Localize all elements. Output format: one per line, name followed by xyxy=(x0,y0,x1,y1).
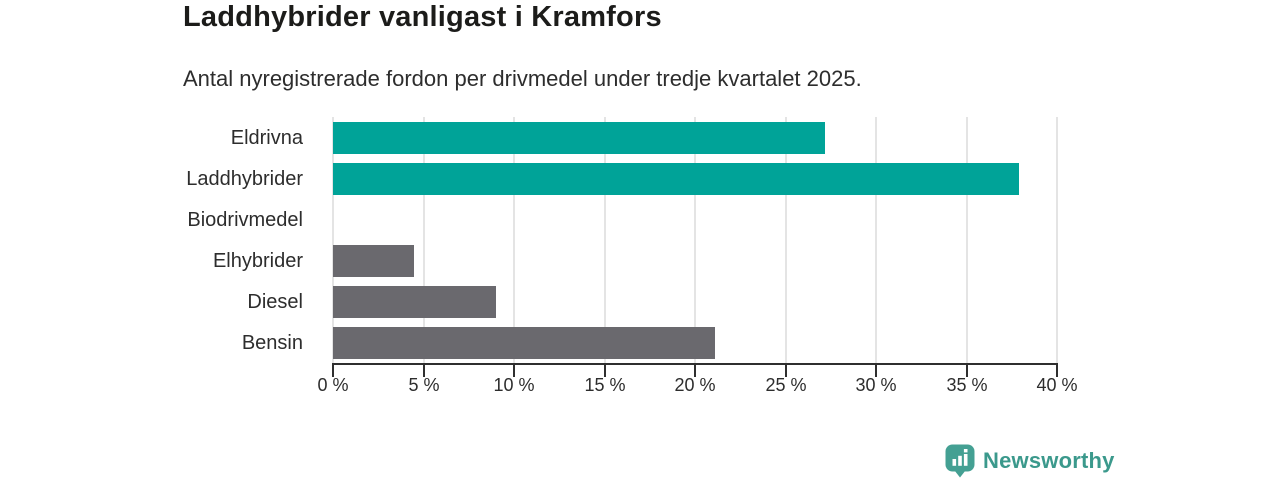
bar-chart-marker-icon xyxy=(945,444,975,478)
gridline xyxy=(423,117,425,364)
bar-eldrivna xyxy=(333,121,826,154)
bar-elhybrider xyxy=(333,245,415,278)
category-label-eldrivna: Eldrivna xyxy=(230,126,303,149)
gridline xyxy=(785,117,787,364)
gridline xyxy=(966,117,968,364)
category-label-bensin: Bensin xyxy=(241,332,303,355)
x-axis-tick-label: 10 % xyxy=(493,375,535,395)
category-label-laddhybrider: Laddhybrider xyxy=(186,167,303,190)
x-axis-tick-mark xyxy=(785,363,787,377)
x-axis-tick-label: 40 % xyxy=(1036,375,1078,395)
category-labels: Eldrivna Laddhybrider Biodrivmedel Elhybrid… xyxy=(0,117,318,364)
category-label-elhybrider: Elhybrider xyxy=(212,250,303,273)
gridline xyxy=(332,117,334,364)
bar-diesel xyxy=(333,286,496,319)
gridline xyxy=(875,117,877,364)
x-axis-tick-label: 30 % xyxy=(855,375,897,395)
x-axis-tick-label: 5 % xyxy=(408,375,440,395)
x-axis-tick-label: 35 % xyxy=(946,375,988,395)
gridline xyxy=(513,117,515,364)
x-axis-tick-mark xyxy=(694,363,696,377)
chart-subtitle: Antal nyregistrerade fordon per drivmede… xyxy=(183,66,862,91)
newsworthy-logo-text: Newsworthy xyxy=(983,448,1115,473)
bar-laddhybrider xyxy=(333,162,1019,195)
bar-bensin xyxy=(333,327,715,360)
gridline xyxy=(604,117,606,364)
chart-title: Laddhybrider vanligast i Kramfors xyxy=(183,1,662,33)
x-axis-tick-mark xyxy=(875,363,877,377)
plot-area xyxy=(332,117,1058,364)
x-axis-tick-mark xyxy=(423,363,425,377)
category-label-biodrivmedel: Biodrivmedel xyxy=(187,208,303,231)
x-axis-tick-label: 15 % xyxy=(584,375,626,395)
x-axis-tick-label: 0 % xyxy=(317,375,349,395)
x-axis-tick-mark xyxy=(1056,363,1058,377)
category-label-diesel: Diesel xyxy=(247,291,303,314)
gridline xyxy=(1056,117,1058,364)
x-axis-tick-mark xyxy=(332,363,334,377)
x-axis-tick-mark xyxy=(966,363,968,377)
x-axis-tick-label: 20 % xyxy=(674,375,716,395)
newsworthy-logo: Newsworthy xyxy=(945,444,1115,478)
gridline xyxy=(694,117,696,364)
x-axis-tick-label: 25 % xyxy=(765,375,807,395)
x-axis-tick-mark xyxy=(604,363,606,377)
x-axis-tick-mark xyxy=(513,363,515,377)
